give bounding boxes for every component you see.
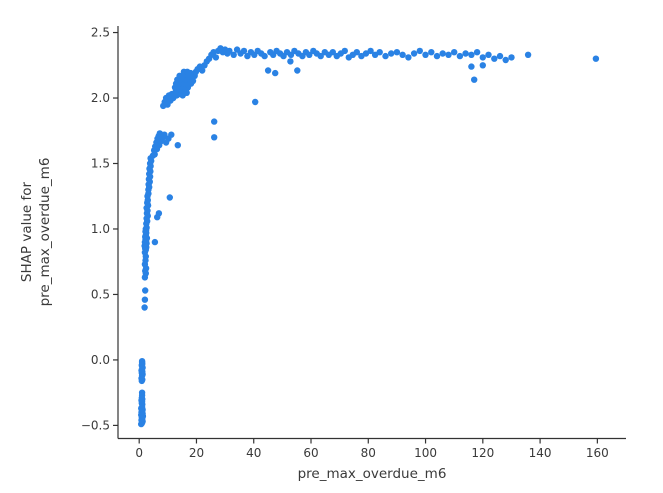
data-point [376, 49, 383, 56]
data-point [382, 52, 389, 60]
data-point [329, 49, 336, 56]
data-point [287, 58, 294, 65]
data-point [388, 50, 395, 57]
data-point [141, 296, 149, 303]
data-point [410, 50, 418, 57]
data-point [261, 52, 268, 60]
data-point [240, 47, 248, 55]
data-point [230, 51, 237, 58]
x-tick-label: 100 [414, 446, 437, 460]
data-point [433, 52, 441, 60]
data-point [252, 98, 259, 106]
data-point [142, 287, 149, 294]
x-tick-label: 80 [361, 446, 376, 460]
data-point [353, 49, 360, 56]
x-tick-label: 0 [135, 446, 143, 460]
data-point [138, 389, 146, 396]
data-point [468, 63, 475, 70]
x-tick-label: 120 [471, 446, 494, 460]
data-point [468, 51, 475, 58]
data-point [405, 54, 412, 61]
x-tick-label: 20 [189, 446, 204, 460]
data-point [199, 67, 206, 74]
y-tick-label: 2.0 [91, 91, 110, 105]
x-tick-label: 140 [529, 446, 552, 460]
data-point [445, 51, 452, 58]
y-axis-label-line2: pre_max_overdue_m6 [37, 158, 53, 307]
data-point [174, 142, 181, 149]
data-point [502, 56, 509, 64]
x-axis-label: pre_max_overdue_m6 [298, 466, 447, 482]
data-point [592, 55, 600, 62]
data-point [141, 304, 148, 311]
data-point [211, 118, 218, 125]
data-point [151, 238, 159, 246]
data-point [317, 52, 324, 60]
y-tick-label: 1.5 [91, 157, 110, 171]
data-point [212, 54, 220, 61]
y-tick-label: 0.5 [91, 288, 110, 302]
data-point [473, 49, 481, 56]
x-axis-ticks: 0 20 40 60 80 100 120 140 160 [135, 438, 609, 460]
y-tick-label: 2.5 [91, 26, 110, 40]
x-tick-label: 40 [246, 446, 261, 460]
data-point [471, 76, 478, 83]
data-point [272, 69, 279, 77]
data-point [462, 50, 469, 57]
data-point [161, 131, 168, 138]
data-point [138, 358, 146, 365]
data-point [524, 51, 532, 58]
scatter-points-layer [138, 45, 600, 428]
y-tick-label: 1.0 [91, 222, 110, 236]
data-point [155, 210, 163, 217]
data-point [508, 54, 515, 61]
y-tick-label: 0.0 [91, 353, 110, 367]
data-point [264, 67, 272, 74]
data-point [485, 51, 492, 58]
data-point [151, 151, 158, 158]
data-point [393, 49, 401, 56]
data-point [399, 51, 406, 58]
y-axis-label-line1: SHAP value for [19, 181, 35, 282]
data-point [168, 131, 175, 138]
x-tick-label: 60 [303, 446, 318, 460]
data-point [211, 134, 218, 141]
data-point [451, 49, 458, 56]
data-point [226, 47, 233, 55]
y-tick-label: −0.5 [81, 419, 110, 433]
data-point [496, 52, 504, 60]
data-point [428, 49, 435, 56]
y-axis-ticks: 2.5 2.0 1.5 1.0 0.5 0.0 −0.5 [81, 26, 118, 433]
data-point [491, 55, 498, 62]
data-point [187, 69, 194, 77]
data-point [479, 62, 486, 69]
data-point [422, 51, 429, 58]
data-point [456, 52, 464, 60]
data-point [439, 50, 446, 57]
data-point [341, 47, 348, 55]
data-point [294, 67, 301, 74]
data-point [166, 194, 173, 201]
data-point [479, 54, 486, 61]
data-point [416, 47, 423, 55]
x-tick-label: 160 [586, 446, 609, 460]
data-point [306, 51, 313, 58]
data-point [367, 47, 374, 55]
